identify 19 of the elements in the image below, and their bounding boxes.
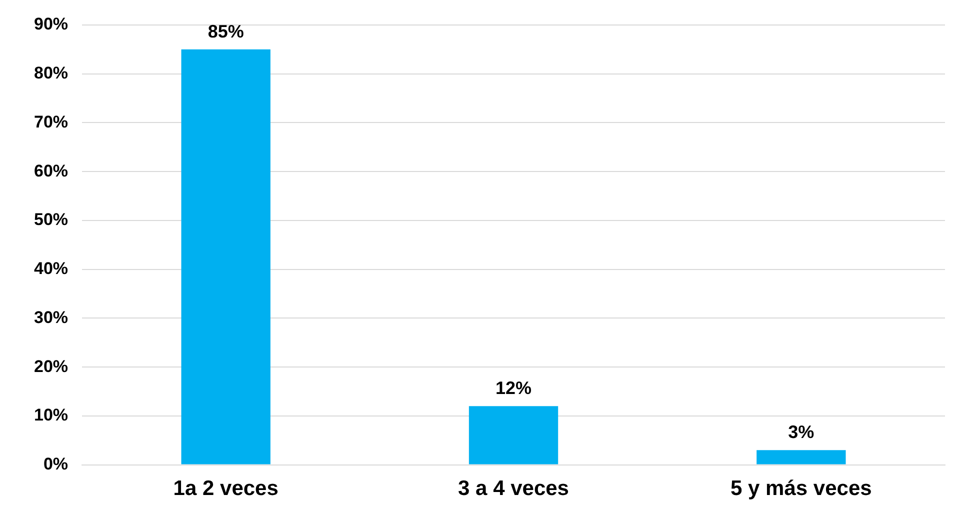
data-label: 12% (495, 378, 532, 398)
y-tick-label: 70% (34, 112, 68, 132)
y-tick-label: 40% (34, 259, 68, 278)
data-label: 3% (788, 422, 814, 442)
x-tick-label: 3 a 4 veces (458, 477, 569, 500)
y-tick-label: 90% (34, 14, 68, 34)
data-label: 85% (208, 21, 244, 42)
y-tick-label: 60% (34, 161, 68, 180)
bar (756, 450, 846, 464)
y-tick-label: 30% (34, 308, 68, 327)
x-tick-label: 5 y más veces (730, 477, 872, 500)
y-tick-label: 0% (43, 454, 68, 474)
bar (181, 49, 270, 464)
bar (468, 406, 558, 464)
y-tick-label: 10% (34, 406, 68, 425)
y-tick-label: 80% (34, 64, 68, 83)
y-tick-label: 50% (34, 210, 68, 230)
y-tick-label: 20% (34, 356, 68, 376)
x-tick-label: 1a 2 veces (173, 477, 278, 500)
